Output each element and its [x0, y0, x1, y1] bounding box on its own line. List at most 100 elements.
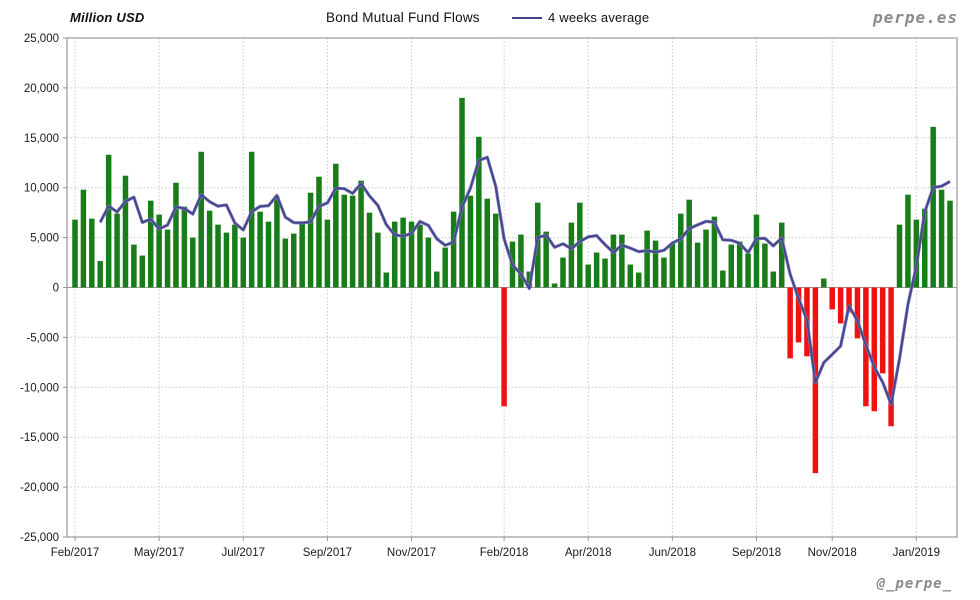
weekly-flow-bar-positive	[720, 270, 726, 288]
weekly-flow-bar-positive	[602, 258, 608, 288]
x-axis-tick-label: Feb/2017	[51, 547, 100, 559]
weekly-flow-bar-positive	[131, 244, 137, 288]
brand-watermark: perpe.es	[872, 8, 958, 27]
weekly-flow-bar-positive	[694, 242, 701, 288]
y-axis-tick-label: -15,000	[20, 432, 59, 444]
weekly-flow-bar-positive	[114, 213, 120, 288]
weekly-flow-bar-positive	[80, 189, 87, 288]
chart-title: Bond Mutual Fund Flows	[326, 10, 480, 25]
weekly-flow-bar-positive	[627, 264, 634, 288]
weekly-flow-bar-negative	[871, 287, 878, 412]
weekly-flow-bar-positive	[391, 221, 398, 288]
weekly-flow-bar-positive	[922, 208, 928, 288]
x-axis-tick-label: Sep/2018	[732, 547, 781, 559]
weekly-flow-bar-positive	[821, 278, 827, 288]
weekly-flow-bar-positive	[265, 221, 272, 288]
weekly-flow-bar-positive	[173, 182, 179, 288]
weekly-flow-bar-positive	[181, 206, 188, 288]
weekly-flow-bar-positive	[703, 229, 709, 288]
weekly-flow-bar-positive	[147, 200, 154, 288]
weekly-flow-bar-positive	[518, 234, 524, 288]
weekly-flow-bar-positive	[341, 194, 347, 288]
weekly-flow-bar-positive	[476, 136, 482, 288]
weekly-flow-bar-positive	[938, 189, 945, 288]
weekly-flow-bar-positive	[467, 195, 474, 288]
weekly-flow-bar-positive	[728, 244, 734, 288]
weekly-flow-bar-negative	[837, 287, 844, 324]
weekly-flow-bar-positive	[274, 196, 280, 288]
y-axis-tick-label: 10,000	[24, 183, 59, 195]
weekly-flow-bar-positive	[164, 229, 171, 288]
weekly-flow-bar-positive	[206, 210, 213, 288]
weekly-flow-bar-positive	[333, 163, 339, 288]
weekly-flow-bar-negative	[888, 287, 894, 427]
weekly-flow-bar-negative	[879, 287, 886, 374]
weekly-flow-bar-positive	[913, 219, 920, 288]
legend: 4 weeks average	[512, 10, 649, 25]
weekly-flow-bar-positive	[408, 221, 415, 288]
weekly-flow-bar-positive	[299, 222, 305, 288]
y-axis-tick-label: -20,000	[20, 482, 59, 494]
y-axis-tick-label: 5,000	[30, 233, 59, 245]
weekly-flow-bar-positive	[232, 224, 238, 288]
weekly-flow-bar-positive	[610, 234, 617, 288]
weekly-flow-bar-positive	[375, 232, 381, 288]
weekly-flow-bar-positive	[577, 202, 583, 288]
weekly-flow-bar-positive	[215, 224, 221, 288]
weekly-flow-bar-positive	[762, 243, 768, 288]
y-axis-tick-label: -5,000	[26, 332, 59, 344]
weekly-flow-bar-positive	[450, 211, 457, 288]
weekly-flow-bar-positive	[459, 97, 465, 288]
weekly-flow-bar-positive	[568, 222, 575, 288]
weekly-flow-bar-positive	[425, 237, 432, 288]
weekly-flow-bar-positive	[711, 216, 718, 288]
weekly-flow-bar-positive	[316, 176, 322, 288]
weekly-flow-bar-positive	[930, 126, 936, 288]
legend-label: 4 weeks average	[548, 10, 650, 25]
weekly-flow-bar-positive	[736, 241, 743, 288]
weekly-flow-bar-positive	[307, 192, 314, 288]
weekly-flow-bar-positive	[434, 271, 440, 288]
weekly-flow-bar-positive	[686, 199, 692, 288]
weekly-flow-bar-negative	[795, 287, 802, 343]
weekly-flow-bar-negative	[829, 287, 835, 310]
weekly-flow-bar-positive	[635, 272, 642, 288]
weekly-flow-bar-positive	[190, 237, 196, 288]
weekly-flow-bar-negative	[854, 287, 861, 339]
x-axis-tick-label: Feb/2018	[480, 547, 529, 559]
weekly-flow-bar-negative	[787, 287, 793, 359]
weekly-flow-bar-positive	[644, 230, 650, 288]
weekly-flow-bar-positive	[543, 231, 549, 288]
y-axis-tick-label: 15,000	[24, 133, 59, 145]
x-axis-tick-label: Jul/2017	[222, 547, 265, 559]
y-axis-tick-label: 25,000	[24, 33, 59, 45]
four-week-average-line	[99, 156, 951, 406]
weekly-flow-bar-positive	[778, 222, 785, 288]
y-axis-tick-label: 0	[53, 283, 59, 295]
weekly-flow-bar-positive	[400, 217, 406, 288]
x-axis-tick-label: Nov/2017	[387, 547, 436, 559]
weekly-flow-bar-positive	[282, 238, 289, 288]
weekly-flow-bar-positive	[139, 255, 146, 288]
weekly-flow-bar-positive	[248, 151, 255, 288]
author-handle: @_perpe_	[876, 576, 952, 592]
weekly-flow-bar-positive	[366, 212, 373, 288]
weekly-flow-bar-positive	[105, 154, 112, 288]
x-axis-tick-label: Jan/2019	[893, 547, 940, 559]
weekly-flow-bar-positive	[417, 224, 423, 288]
weekly-flow-bar-positive	[349, 195, 356, 288]
x-axis-tick-label: Sep/2017	[303, 547, 352, 559]
weekly-flow-bar-positive	[358, 180, 364, 288]
weekly-flow-bar-positive	[122, 175, 129, 288]
weekly-flow-bar-positive	[72, 219, 78, 288]
weekly-flow-bar-positive	[652, 240, 659, 288]
weekly-flow-bar-positive	[223, 232, 230, 288]
weekly-flow-bar-positive	[745, 253, 751, 288]
weekly-flow-bar-positive	[156, 214, 162, 288]
weekly-flow-bar-positive	[492, 213, 499, 288]
weekly-flow-bar-positive	[585, 264, 591, 288]
weekly-flow-bar-positive	[753, 214, 760, 288]
average-line-swatch	[512, 16, 542, 19]
